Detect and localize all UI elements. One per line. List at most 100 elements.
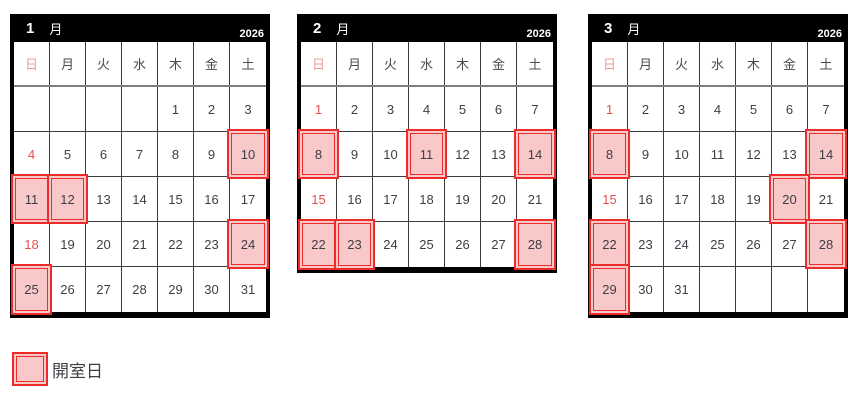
day-cell: 7 xyxy=(808,87,844,132)
day-cell: 21 xyxy=(122,222,158,267)
day-number: 27 xyxy=(491,237,506,252)
empty-day-cell xyxy=(86,87,122,132)
day-number: 24 xyxy=(383,237,398,252)
calendar-grid: 日月火水木金土 1 2 3 4 5 6 7 8 9 10 11 12 13 14 15 16 17 18 19 20 2… xyxy=(11,42,269,315)
weekday-header: 月 xyxy=(337,42,373,85)
day-number: 14 xyxy=(527,146,543,162)
year-label: 2026 xyxy=(817,28,842,40)
empty-day-cell xyxy=(50,87,86,132)
day-number: 12 xyxy=(60,191,75,207)
day-cell: 24 xyxy=(664,222,700,267)
weekday-header: 金 xyxy=(481,42,517,85)
calendar-header: 3 月 2026 xyxy=(592,14,844,42)
day-cell: 11 xyxy=(700,132,736,177)
day-cell: 18 xyxy=(409,177,445,222)
day-cell: 31 xyxy=(230,267,266,312)
day-number: 13 xyxy=(491,146,506,162)
weekday-header-row: 日月火水木金土 xyxy=(592,42,844,87)
open-day-highlight xyxy=(514,219,556,270)
day-cell: 7 xyxy=(122,132,158,177)
day-number: 3 xyxy=(386,101,395,117)
week-row: 1 2 3 4 5 6 7 xyxy=(592,87,844,132)
day-cell: 15 xyxy=(592,177,628,222)
day-number: 9 xyxy=(641,146,650,162)
day-number: 26 xyxy=(746,236,761,252)
open-day-highlight xyxy=(805,129,847,179)
empty-day-cell xyxy=(700,267,736,312)
day-cell: 17 xyxy=(373,177,409,222)
open-day-cell: 10 xyxy=(227,129,269,179)
day-cell: 6 xyxy=(772,87,808,132)
day-cell: 17 xyxy=(230,177,266,222)
day-number: 19 xyxy=(60,236,75,252)
day-cell: 10 xyxy=(373,132,409,177)
day-cell: 10 xyxy=(664,132,700,177)
open-day-cell: 28 xyxy=(514,219,556,270)
day-cell: 4 xyxy=(14,132,50,177)
day-cell: 19 xyxy=(50,222,86,267)
day-cell: 9 xyxy=(628,132,664,177)
day-number: 28 xyxy=(818,236,834,252)
day-number: 4 xyxy=(27,146,36,162)
day-number: 20 xyxy=(491,191,506,207)
open-day-cell: 8 xyxy=(298,129,339,179)
week-row: 8 9 10 11 12 13 14 xyxy=(298,129,556,179)
day-number: 9 xyxy=(207,146,216,162)
day-cell: 1 xyxy=(592,87,628,132)
day-cell: 15 xyxy=(301,177,337,222)
day-cell: 3 xyxy=(373,87,409,132)
open-day-highlight xyxy=(769,174,810,224)
month-number: 1 xyxy=(26,19,35,37)
open-day-highlight xyxy=(514,129,556,179)
day-cell: 9 xyxy=(194,132,230,177)
day-number: 29 xyxy=(168,282,183,297)
day-number: 22 xyxy=(168,236,183,252)
weekday-header: 火 xyxy=(664,42,700,85)
open-day-cell: 29 xyxy=(589,264,630,315)
day-cell: 17 xyxy=(664,177,700,222)
day-cell: 13 xyxy=(86,177,122,222)
open-day-cell: 14 xyxy=(514,129,556,179)
day-number: 3 xyxy=(244,101,252,117)
day-number: 12 xyxy=(746,146,761,162)
day-number: 11 xyxy=(24,191,39,207)
month-suffix: 月 xyxy=(49,21,63,37)
day-cell: 12 xyxy=(736,132,772,177)
week-row: 8 9 10 11 12 13 14 xyxy=(589,129,847,179)
day-cell: 5 xyxy=(736,87,772,132)
day-cell: 7 xyxy=(517,87,553,132)
empty-day-cell xyxy=(736,267,772,312)
day-cell: 5 xyxy=(50,132,86,177)
weekday-header: 火 xyxy=(86,42,122,85)
day-cell: 24 xyxy=(373,222,409,267)
day-number: 26 xyxy=(60,282,75,297)
open-day-highlight xyxy=(805,219,847,269)
day-number: 17 xyxy=(240,191,256,207)
month-suffix: 月 xyxy=(336,21,350,37)
day-cell: 23 xyxy=(194,222,230,267)
open-day-highlight xyxy=(227,219,269,269)
day-cell: 27 xyxy=(481,222,517,267)
week-row: 15 16 17 18 19 20 21 xyxy=(301,177,553,222)
week-row: 18 19 20 21 22 23 24 xyxy=(14,219,269,269)
day-number: 24 xyxy=(674,236,689,252)
day-number: 13 xyxy=(782,146,797,162)
day-number: 16 xyxy=(347,191,362,207)
day-number: 20 xyxy=(96,236,111,252)
day-number: 18 xyxy=(419,191,434,207)
day-number: 2 xyxy=(641,101,650,117)
day-cell: 2 xyxy=(337,87,373,132)
weekday-header: 日 xyxy=(14,42,50,85)
day-number: 5 xyxy=(458,101,467,117)
day-cell: 20 xyxy=(481,177,517,222)
day-cell: 22 xyxy=(158,222,194,267)
day-number: 7 xyxy=(822,101,830,117)
day-number: 6 xyxy=(99,146,108,162)
open-day-cell: 28 xyxy=(805,219,847,269)
weekday-header: 日 xyxy=(301,42,337,85)
day-number: 5 xyxy=(63,146,72,162)
day-number: 8 xyxy=(171,146,180,162)
day-number: 10 xyxy=(240,146,256,162)
open-day-cell: 11 xyxy=(406,129,447,179)
day-cell: 27 xyxy=(772,222,808,267)
